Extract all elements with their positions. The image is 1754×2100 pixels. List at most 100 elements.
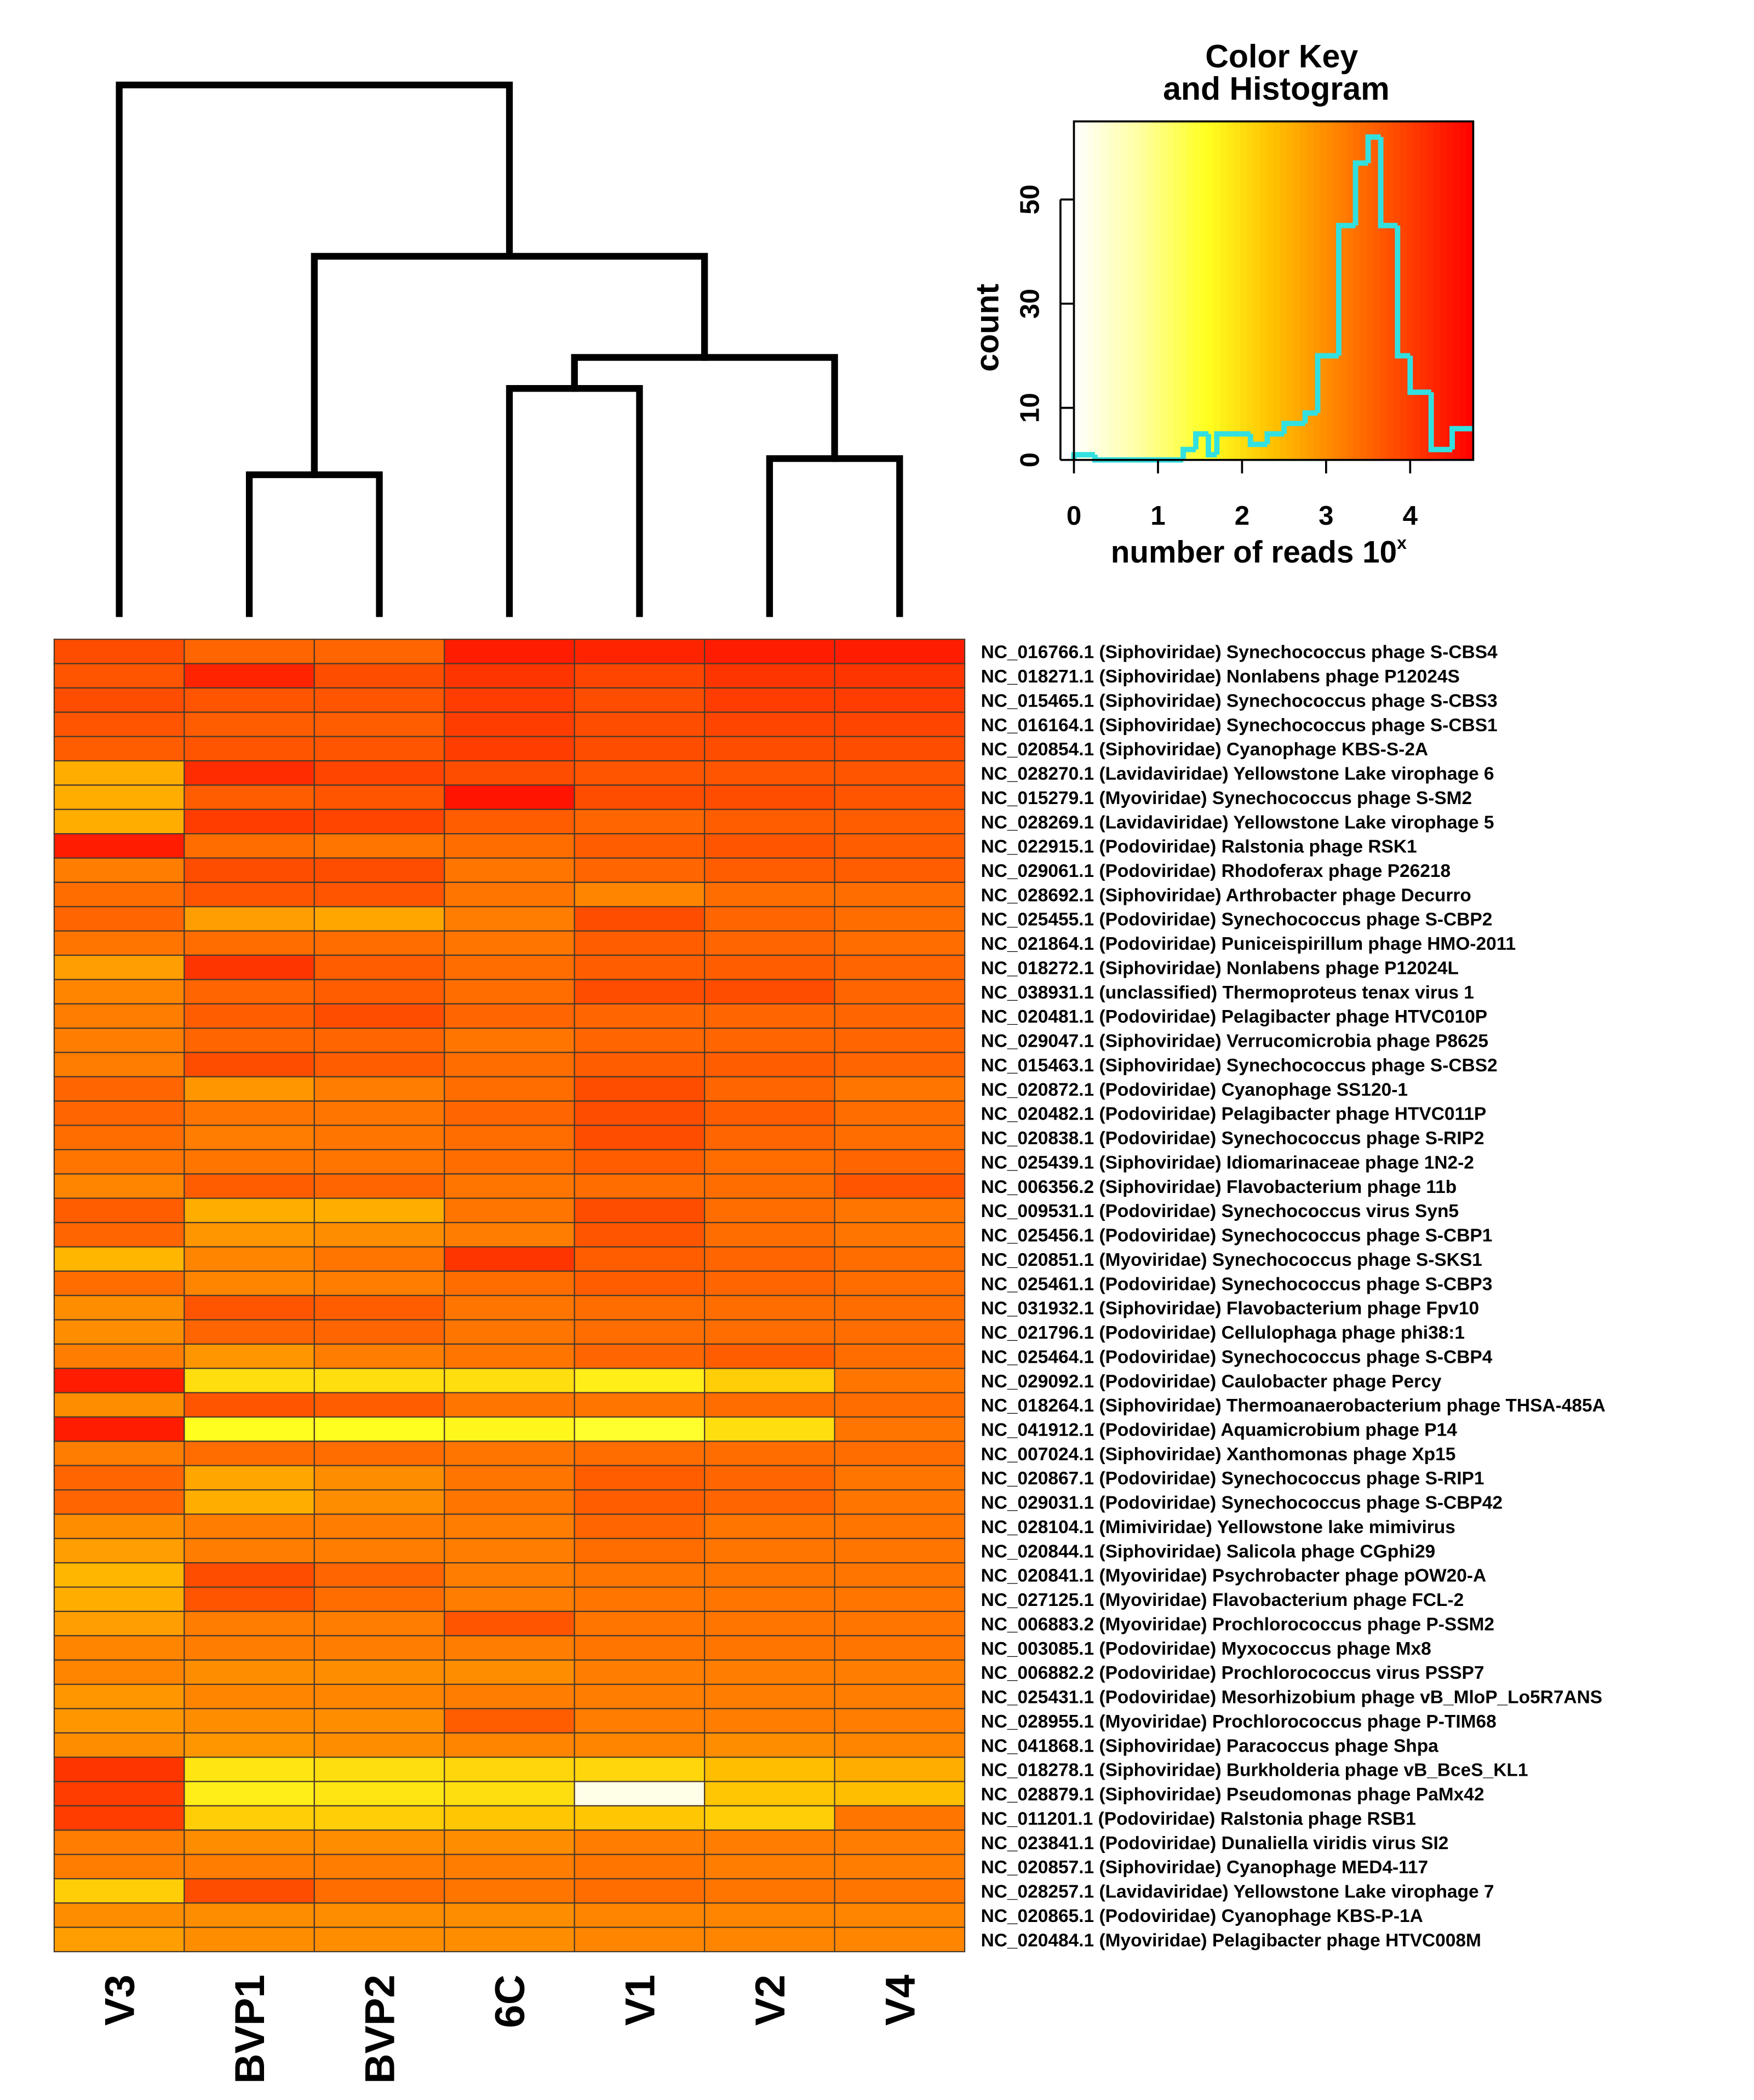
heat-cell bbox=[574, 1732, 706, 1758]
histogram-step bbox=[1281, 421, 1305, 434]
row-label: NC_006883.2 (Myoviridae) Prochlorococcus… bbox=[981, 1614, 1494, 1634]
heat-cell bbox=[313, 784, 445, 810]
key-frame bbox=[1073, 120, 1475, 461]
heat-cell bbox=[704, 1392, 835, 1418]
column-label: BVP1 bbox=[227, 1975, 273, 2084]
heat-cell bbox=[53, 1441, 185, 1466]
heat-cell bbox=[53, 1781, 185, 1807]
color-key-band bbox=[1306, 121, 1315, 460]
heat-cell bbox=[444, 906, 575, 932]
heat-cell bbox=[184, 1392, 315, 1418]
histogram-step bbox=[1180, 446, 1196, 460]
heat-cell bbox=[574, 881, 706, 908]
heat-cell bbox=[53, 1319, 185, 1345]
row-label: NC_020844.1 (Siphoviridae) Salicola phag… bbox=[981, 1541, 1436, 1562]
heat-cell bbox=[184, 906, 315, 932]
heat-cell bbox=[313, 1295, 445, 1321]
heat-cell bbox=[834, 857, 966, 883]
heat-cell bbox=[184, 1173, 315, 1199]
heat-cell bbox=[444, 1926, 575, 1953]
heat-cell bbox=[834, 1781, 966, 1807]
row-label: NC_003085.1 (Podoviridae) Myxococcus pha… bbox=[981, 1639, 1431, 1659]
heat-cell bbox=[53, 1221, 185, 1248]
heat-cell bbox=[313, 663, 445, 689]
color-key-band bbox=[1460, 121, 1468, 460]
heat-cell bbox=[313, 1537, 445, 1564]
heat-cell bbox=[574, 808, 706, 835]
heat-cell bbox=[834, 979, 966, 1005]
heat-cell bbox=[184, 1878, 315, 1904]
color-key-band bbox=[1240, 121, 1248, 460]
heat-cell bbox=[184, 1149, 315, 1175]
heat-cell bbox=[313, 1610, 445, 1637]
heat-cell bbox=[444, 1708, 575, 1734]
row-label: NC_023841.1 (Podoviridae) Dunaliella vir… bbox=[981, 1833, 1449, 1854]
heat-cell bbox=[834, 1149, 966, 1175]
heat-cell bbox=[53, 760, 185, 786]
heat-cell bbox=[574, 1076, 706, 1102]
row-label: NC_018272.1 (Siphoviridae) Nonlabens pha… bbox=[981, 958, 1459, 978]
heat-cell bbox=[184, 712, 315, 737]
row-label: NC_016766.1 (Siphoviridae) Synechococcus… bbox=[981, 642, 1498, 663]
heat-cell bbox=[704, 906, 835, 932]
color-key-band bbox=[1087, 121, 1095, 460]
row-label: NC_018271.1 (Siphoviridae) Nonlabens pha… bbox=[981, 667, 1460, 687]
histogram-step bbox=[1315, 353, 1339, 414]
heat-cell bbox=[444, 1124, 575, 1151]
color-key-band bbox=[1446, 121, 1454, 460]
heat-cell bbox=[834, 1489, 966, 1515]
heat-cell bbox=[313, 1124, 445, 1151]
heat-cell bbox=[704, 1708, 835, 1734]
heat-cell bbox=[834, 784, 966, 810]
heat-cell bbox=[444, 1732, 575, 1758]
color-key-band bbox=[1114, 121, 1121, 460]
heat-cell bbox=[444, 1100, 575, 1126]
color-key-band bbox=[1074, 121, 1081, 460]
heat-cell bbox=[704, 760, 835, 786]
color-key-band bbox=[1360, 121, 1368, 460]
row-label: NC_020854.1 (Siphoviridae) Cyanophage KB… bbox=[981, 739, 1429, 760]
color-key-band bbox=[1107, 121, 1115, 460]
heat-cell bbox=[313, 760, 445, 786]
heat-cell bbox=[574, 1635, 706, 1661]
heat-cell bbox=[444, 1295, 575, 1321]
heat-cell bbox=[444, 1343, 575, 1369]
heat-cell bbox=[704, 1197, 835, 1224]
heat-cell bbox=[704, 1027, 835, 1053]
heat-cell bbox=[53, 1003, 185, 1029]
heat-cell bbox=[184, 1270, 315, 1296]
row-label: NC_027125.1 (Myoviridae) Flavobacterium … bbox=[981, 1590, 1464, 1610]
row-label: NC_028692.1 (Siphoviridae) Arthrobacter … bbox=[981, 885, 1471, 905]
heat-cell bbox=[574, 1052, 706, 1077]
color-key-band bbox=[1147, 121, 1155, 460]
heat-cell bbox=[53, 881, 185, 908]
heat-cell bbox=[834, 1319, 966, 1345]
heat-cell bbox=[834, 736, 966, 762]
heat-cell bbox=[444, 760, 575, 786]
heat-cell bbox=[313, 906, 445, 932]
heat-cell bbox=[53, 1683, 185, 1709]
heat-cell bbox=[53, 1805, 185, 1831]
row-label: NC_029031.1 (Podoviridae) Synechococcus … bbox=[981, 1493, 1503, 1513]
heat-cell bbox=[834, 1270, 966, 1296]
heat-cell bbox=[313, 1368, 445, 1393]
heat-cell bbox=[184, 1465, 315, 1491]
color-key-band bbox=[1413, 121, 1421, 460]
color-key-band bbox=[1400, 121, 1408, 460]
heat-cell bbox=[313, 1878, 445, 1904]
heat-cell bbox=[834, 930, 966, 956]
heat-cell bbox=[574, 1781, 706, 1807]
heat-cell bbox=[313, 1343, 445, 1369]
heat-cell bbox=[444, 1562, 575, 1588]
heat-cell bbox=[704, 1659, 835, 1685]
heat-cell bbox=[313, 1513, 445, 1539]
heat-cell bbox=[313, 1246, 445, 1272]
heat-cell bbox=[53, 784, 185, 810]
key-title: Color Key bbox=[1205, 38, 1358, 74]
heat-cell bbox=[184, 808, 315, 835]
heat-cell bbox=[53, 1392, 185, 1418]
heat-cell bbox=[444, 784, 575, 810]
heat-cell bbox=[574, 906, 706, 932]
heat-cell bbox=[574, 930, 706, 956]
